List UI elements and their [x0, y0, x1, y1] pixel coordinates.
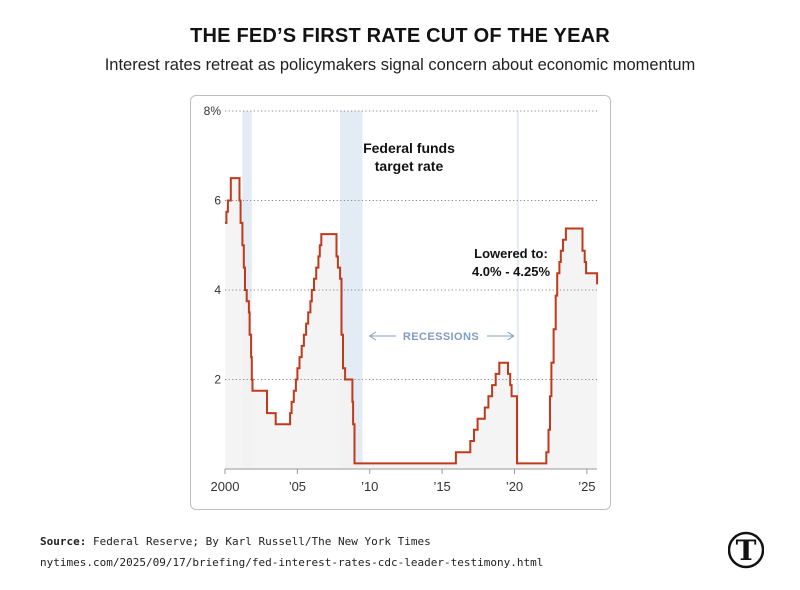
chart-card: 2 4 6 8% 2000 ’05 ’10 ’15 ’20 ’25 Federal funds t… [190, 95, 611, 510]
source-line: Source: Federal Reserve; By Karl Russell… [40, 535, 431, 548]
source-label: Source: [40, 535, 87, 548]
x-tick-label: ’15 [433, 479, 450, 494]
lowered-label: Lowered to: [474, 246, 548, 261]
article-url: nytimes.com/2025/09/17/briefing/fed-inte… [40, 556, 544, 569]
arrowhead-left-icon [368, 331, 377, 341]
x-tick-label: 2000 [211, 479, 240, 494]
recessions-label: RECESSIONS [403, 331, 479, 343]
arrowhead-right-icon [507, 331, 515, 341]
nyt-logo-glyph: T [736, 534, 757, 567]
y-tick-label: 2 [214, 373, 221, 387]
x-tick-label: ’05 [289, 479, 306, 494]
x-tick-label: ’25 [578, 479, 595, 494]
series-label: Federal funds [363, 140, 455, 156]
x-tick-label: ’10 [361, 479, 378, 494]
x-tick-label: ’20 [506, 479, 523, 494]
y-tick-label: 6 [214, 194, 221, 208]
y-tick-label: 8% [204, 104, 222, 118]
rate-chart: 2 4 6 8% 2000 ’05 ’10 ’15 ’20 ’25 Federal funds t… [204, 104, 599, 494]
y-tick-label: 4 [214, 283, 221, 297]
source-text: Federal Reserve; By Karl Russell/The New… [92, 535, 431, 548]
page-subtitle: Interest rates retreat as policymakers s… [104, 56, 696, 74]
nyt-logo-icon: T [728, 531, 764, 569]
lowered-label: 4.0% - 4.25% [472, 264, 550, 279]
rate-line [225, 177, 599, 465]
series-label: target rate [375, 158, 444, 174]
page-title: THE FED’S FIRST RATE CUT OF THE YEAR [190, 25, 610, 47]
rate-area [225, 178, 598, 469]
